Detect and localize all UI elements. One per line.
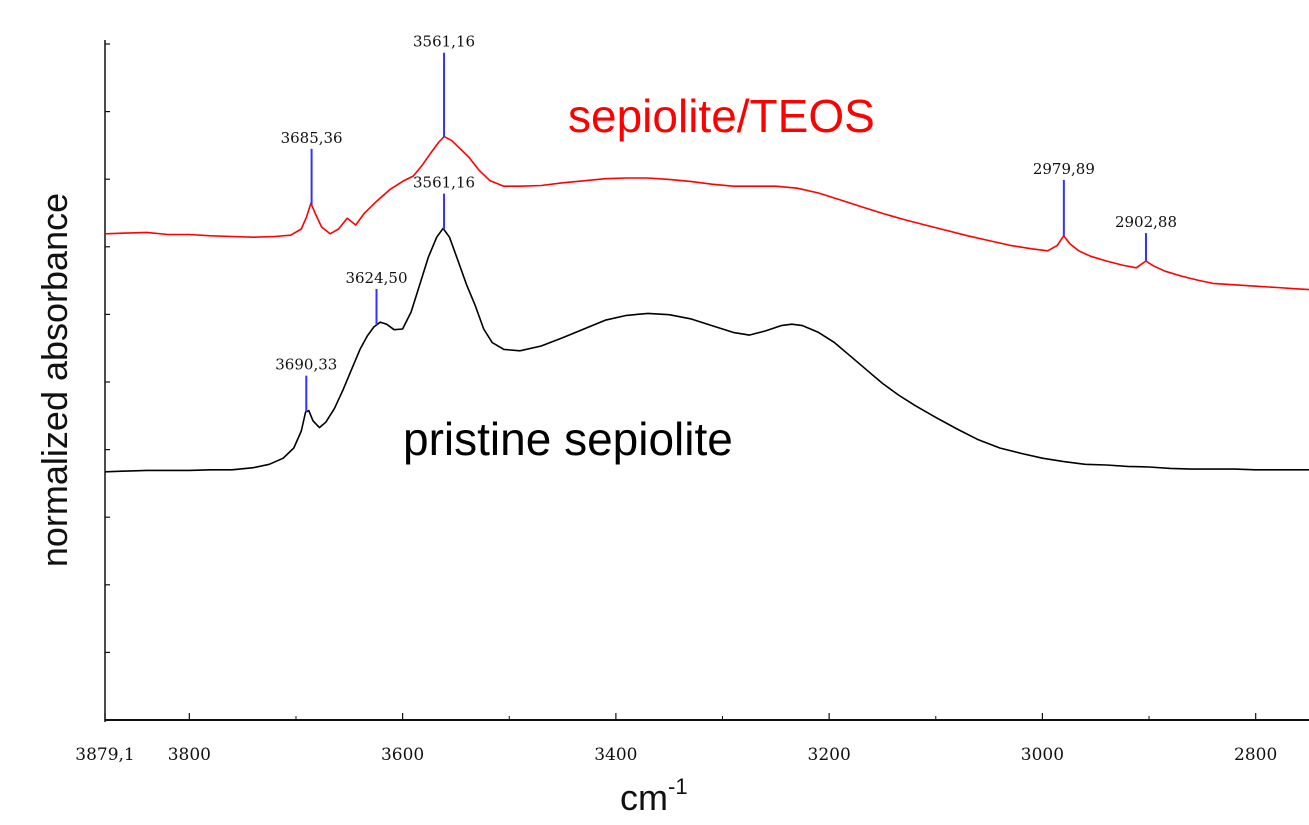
y-axis-ticks (105, 43, 110, 721)
x-axis-ticks: 3879,1 3800 3600 3400 3200 3000 2800 (75, 713, 1277, 765)
x-tick-label: 3879,1 (75, 745, 134, 765)
peak-label: 3561,16 (413, 33, 475, 51)
peak-label: 3561,16 (413, 174, 475, 192)
axes: 3879,1 3800 3600 3400 3200 3000 2800 (75, 40, 1309, 765)
peak-label: 3624,50 (345, 269, 407, 287)
x-tick-label: 3400 (594, 745, 637, 765)
series-lines (105, 135, 1309, 473)
series-label-sepiolite-teos: sepiolite/TEOS (568, 90, 875, 142)
x-axis-title-exponent: -1 (668, 774, 688, 799)
y-axis-title: normalized absorbance (34, 193, 75, 567)
x-tick-label: 2800 (1234, 745, 1277, 765)
peak-label: 2902,88 (1115, 213, 1177, 231)
peak-label: 2979,89 (1033, 160, 1095, 178)
x-tick-label: 3200 (808, 745, 851, 765)
series-line-pristine-sepiolite (105, 227, 1309, 473)
series-label-pristine-sepiolite: pristine sepiolite (403, 413, 733, 465)
peak-label: 3685,36 (281, 129, 343, 147)
x-axis-title: cm-1 (620, 774, 688, 818)
series-line-sepiolite-teos (105, 135, 1309, 291)
peak-label: 3690,33 (275, 356, 337, 374)
x-axis-title-unit: cm (620, 777, 668, 818)
x-tick-label: 3000 (1021, 745, 1064, 765)
peak-markers: 3685,36 3561,16 2979,89 2902,88 3690,33 3624,… (275, 33, 1177, 412)
x-tick-label: 3600 (381, 745, 424, 765)
x-tick-label: 3800 (168, 745, 211, 765)
